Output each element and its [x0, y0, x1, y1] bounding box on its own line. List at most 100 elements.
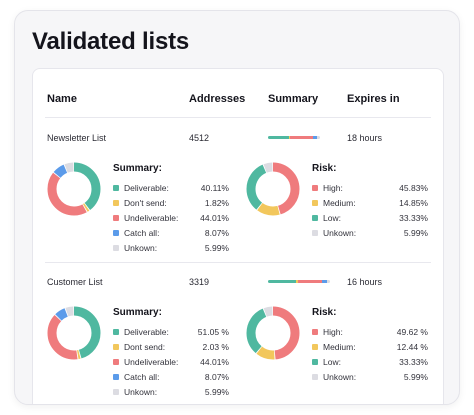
- legend-value: 44.01%: [200, 212, 229, 223]
- donut-slice-unkown: [47, 162, 101, 216]
- donut-slice-medium: [246, 162, 300, 216]
- legend-label: Don't send:: [124, 197, 167, 208]
- legend-item-unkown: Unkown: 5.99%: [312, 225, 428, 240]
- legend-label: Unkown:: [124, 386, 158, 397]
- legend-swatch: [113, 214, 119, 221]
- legend-label: Catch all:: [124, 227, 160, 238]
- legend-item-unkown: Unkown: 5.99%: [113, 240, 229, 255]
- donut-slice-unkown: [47, 306, 101, 360]
- legend-item-don-t-send: Don't send: 1.82%: [113, 195, 229, 210]
- list-name[interactable]: Customer List: [47, 277, 103, 287]
- summary-title: Summary:: [113, 307, 162, 318]
- summary-bar-segment-undeliverable: [297, 280, 323, 283]
- legend-item-low: Low: 33.33%: [312, 210, 428, 225]
- risk-title: Risk:: [312, 307, 337, 318]
- legend-label: Undeliverable:: [124, 212, 179, 223]
- legend-label: Deliverable:: [124, 326, 169, 337]
- donut-slice-medium: [246, 306, 300, 360]
- legend-value: 45.83%: [399, 182, 428, 193]
- legend-value: 2.03 %: [202, 341, 229, 352]
- legend-item-deliverable: Deliverable: 51.05 %: [113, 324, 229, 339]
- address-count: 4512: [189, 133, 210, 143]
- summary-bar-segment-dont-send: [296, 280, 298, 283]
- risk-donut-chart: [246, 162, 300, 216]
- legend-label: Low:: [323, 212, 341, 223]
- summary-bar-segment-unkown: [326, 280, 330, 283]
- legend-swatch: [312, 229, 318, 236]
- donut-slice-unkown: [246, 162, 300, 216]
- column-header-name[interactable]: Name: [47, 93, 77, 105]
- summary-legend: Summary: Deliverable: 51.05 % Dont send: 2.…: [113, 307, 229, 399]
- legend-value: 12.44 %: [396, 341, 428, 352]
- legend-swatch: [312, 328, 318, 335]
- legend-swatch: [113, 184, 119, 191]
- legend-item-unkown: Unkown: 5.99%: [312, 369, 428, 384]
- donut-slice-low: [246, 162, 300, 216]
- donut-slice-undeliverable: [47, 306, 101, 360]
- address-count: 3319: [189, 277, 210, 287]
- list-name[interactable]: Newsletter List: [47, 133, 107, 143]
- legend-value: 33.33%: [399, 356, 428, 367]
- summary-donut-chart: [47, 306, 101, 360]
- legend-swatch: [312, 373, 318, 380]
- legend-label: Catch all:: [124, 371, 160, 382]
- legend-item-medium: Medium: 12.44 %: [312, 339, 428, 354]
- summary-bar: [268, 136, 320, 139]
- legend-swatch: [113, 358, 119, 365]
- legend-item-undeliverable: Undeliverable: 44.01%: [113, 354, 229, 369]
- legend-value: 8.07%: [204, 227, 229, 238]
- legend-label: Low:: [323, 356, 341, 367]
- legend-item-low: Low: 33.33%: [312, 354, 428, 369]
- risk-legend: Risk: High: 49.62 % Medium: 12.44 % Low: 33.3…: [312, 307, 428, 384]
- donut-slice-low: [246, 306, 300, 360]
- legend-label: Unkown:: [323, 371, 357, 382]
- legend-swatch: [113, 328, 119, 335]
- legend-value: 14.85%: [399, 197, 428, 208]
- legend-label: Unkown:: [323, 227, 357, 238]
- column-header-expires[interactable]: Expires in: [347, 93, 400, 105]
- header-divider: [45, 117, 431, 118]
- legend-item-undeliverable: Undeliverable: 44.01%: [113, 210, 229, 225]
- legend-swatch: [113, 343, 119, 350]
- expires-in: 16 hours: [347, 277, 383, 287]
- column-header-summary[interactable]: Summary: [268, 93, 319, 105]
- legend-item-medium: Medium: 14.85%: [312, 195, 428, 210]
- legend-label: High:: [323, 182, 343, 193]
- summary-bar-segment-undeliverable: [289, 136, 313, 139]
- summary-bar-segment-don-t-send: [288, 136, 290, 139]
- legend-label: Deliverable:: [124, 182, 169, 193]
- legend-value: 8.07%: [204, 371, 229, 382]
- legend-swatch: [312, 214, 318, 221]
- summary-bar-segment-deliverable: [268, 136, 289, 139]
- legend-swatch: [113, 388, 119, 395]
- risk-title: Risk:: [312, 163, 337, 174]
- legend-item-catch-all: Catch all: 8.07%: [113, 225, 229, 240]
- summary-bar-segment-unkown: [316, 136, 320, 139]
- legend-label: Undeliverable:: [124, 356, 179, 367]
- legend-item-catch-all: Catch all: 8.07%: [113, 369, 229, 384]
- summary-legend: Summary: Deliverable: 40.11% Don't send: 1.…: [113, 163, 229, 255]
- expires-in: 18 hours: [347, 133, 383, 143]
- legend-swatch: [312, 184, 318, 191]
- column-header-addresses[interactable]: Addresses: [189, 93, 246, 105]
- legend-value: 51.05 %: [197, 326, 229, 337]
- row-divider: [45, 262, 431, 263]
- legend-item-dont-send: Dont send: 2.03 %: [113, 339, 229, 354]
- legend-label: Dont send:: [124, 341, 166, 352]
- legend-value: 5.99%: [204, 386, 229, 397]
- legend-value: 5.99%: [403, 371, 428, 382]
- risk-donut-chart: [246, 306, 300, 360]
- summary-donut-chart: [47, 162, 101, 216]
- legend-swatch: [113, 229, 119, 236]
- legend-label: Medium:: [323, 197, 356, 208]
- summary-bar: [268, 280, 330, 283]
- legend-swatch: [312, 358, 318, 365]
- legend-value: 5.99%: [403, 227, 428, 238]
- risk-legend: Risk: High: 45.83% Medium: 14.85% Low: 33.33%…: [312, 163, 428, 240]
- validated-lists-panel: Validated lists Name Addresses Summary E…: [14, 10, 460, 405]
- legend-value: 33.33%: [399, 212, 428, 223]
- legend-value: 44.01%: [200, 356, 229, 367]
- lists-table: Name Addresses Summary Expires in Newsle…: [32, 68, 444, 404]
- summary-title: Summary:: [113, 163, 162, 174]
- page-title: Validated lists: [32, 28, 190, 55]
